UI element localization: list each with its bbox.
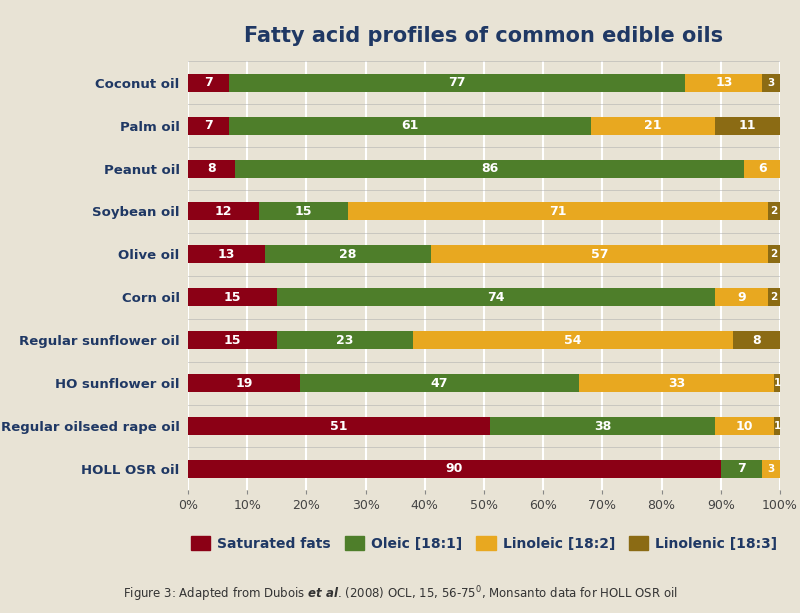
Bar xyxy=(277,331,413,349)
Bar xyxy=(188,245,265,264)
Text: 3: 3 xyxy=(767,78,774,88)
Text: 38: 38 xyxy=(594,419,611,433)
Text: 2: 2 xyxy=(770,249,778,259)
Text: 90: 90 xyxy=(446,462,463,476)
Bar xyxy=(768,245,780,264)
Title: Fatty acid profiles of common edible oils: Fatty acid profiles of common edible oil… xyxy=(245,26,723,46)
Bar xyxy=(259,202,348,221)
Text: 1: 1 xyxy=(774,421,781,431)
Bar xyxy=(348,202,768,221)
Bar xyxy=(188,159,235,178)
Text: 21: 21 xyxy=(644,119,662,132)
Bar xyxy=(715,116,780,135)
Text: 47: 47 xyxy=(431,376,448,390)
Text: 3: 3 xyxy=(767,464,774,474)
Text: 8: 8 xyxy=(207,162,216,175)
Text: 15: 15 xyxy=(224,333,241,347)
Bar xyxy=(188,74,230,92)
Bar xyxy=(715,417,774,435)
Text: 51: 51 xyxy=(330,419,348,433)
Text: 77: 77 xyxy=(449,76,466,89)
Bar xyxy=(188,288,277,306)
Bar xyxy=(188,417,490,435)
Bar xyxy=(745,159,780,178)
Text: 15: 15 xyxy=(294,205,312,218)
Bar xyxy=(413,331,733,349)
Text: 7: 7 xyxy=(204,76,213,89)
Bar xyxy=(430,245,768,264)
Bar xyxy=(188,331,277,349)
Text: 28: 28 xyxy=(339,248,357,261)
Bar xyxy=(768,288,780,306)
Text: 15: 15 xyxy=(224,291,241,304)
Bar xyxy=(721,460,762,478)
Bar xyxy=(235,159,745,178)
Bar xyxy=(188,202,259,221)
Text: 19: 19 xyxy=(235,376,253,390)
Text: 11: 11 xyxy=(738,119,756,132)
Text: 2: 2 xyxy=(770,292,778,302)
Bar xyxy=(230,116,590,135)
Text: 61: 61 xyxy=(402,119,418,132)
Text: 7: 7 xyxy=(737,462,746,476)
Text: 57: 57 xyxy=(590,248,608,261)
Text: 13: 13 xyxy=(218,248,235,261)
Text: Figure 3: Adapted from Dubois $\bfit{et\ al}$. (2008) OCL, 15, 56-75$^0$, Monsan: Figure 3: Adapted from Dubois $\bfit{et\… xyxy=(122,584,678,604)
Bar xyxy=(301,374,578,392)
Legend: Saturated fats, Oleic [18:1], Linoleic [18:2], Linolenic [18:3]: Saturated fats, Oleic [18:1], Linoleic [… xyxy=(185,531,783,557)
Bar xyxy=(230,74,686,92)
Bar xyxy=(686,74,762,92)
Text: 71: 71 xyxy=(550,205,566,218)
Bar xyxy=(590,116,715,135)
Bar xyxy=(277,288,715,306)
Bar xyxy=(774,417,780,435)
Text: 8: 8 xyxy=(752,333,761,347)
Text: 12: 12 xyxy=(214,205,232,218)
Bar xyxy=(490,417,715,435)
Bar xyxy=(188,116,230,135)
Bar xyxy=(768,202,780,221)
Bar xyxy=(715,288,768,306)
Bar xyxy=(578,374,774,392)
Bar xyxy=(733,331,780,349)
Text: 74: 74 xyxy=(487,291,505,304)
Text: 1: 1 xyxy=(774,378,781,388)
Text: 6: 6 xyxy=(758,162,766,175)
Bar xyxy=(762,460,780,478)
Text: 33: 33 xyxy=(668,376,685,390)
Text: 86: 86 xyxy=(482,162,498,175)
Text: 13: 13 xyxy=(715,76,733,89)
Text: 2: 2 xyxy=(770,207,778,216)
Bar xyxy=(774,374,780,392)
Bar xyxy=(188,460,721,478)
Text: 10: 10 xyxy=(736,419,754,433)
Text: 54: 54 xyxy=(564,333,582,347)
Text: 23: 23 xyxy=(336,333,354,347)
Bar xyxy=(188,374,301,392)
Bar xyxy=(762,74,780,92)
Text: 9: 9 xyxy=(738,291,746,304)
Bar xyxy=(265,245,430,264)
Text: 7: 7 xyxy=(204,119,213,132)
